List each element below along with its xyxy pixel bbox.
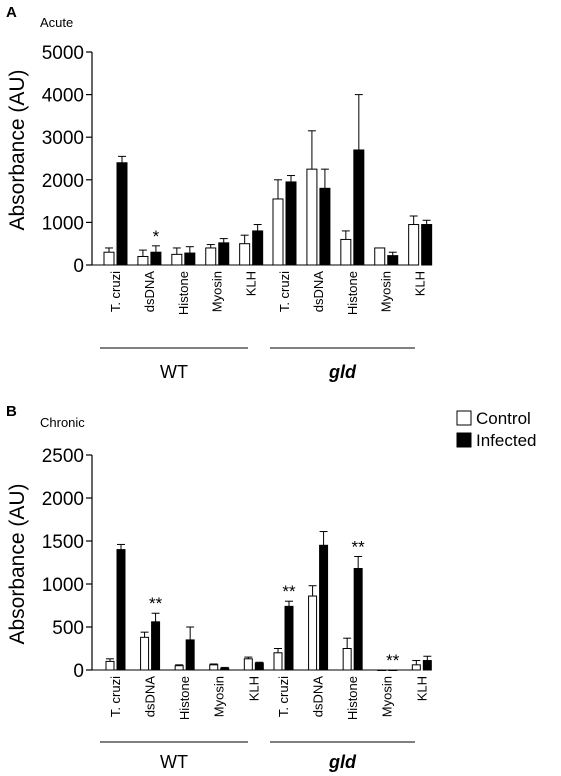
chronic-category-label: KLH: [414, 676, 429, 701]
chronic-category-label: dsDNA: [311, 676, 326, 718]
panel-a-letter: A: [6, 4, 17, 21]
chronic-bar-gld-control: [411, 664, 421, 671]
chronic-category-label: Histone: [177, 676, 192, 720]
chronic-bar-gld-infected: [388, 669, 398, 671]
acute-bar-gld-infected: [319, 187, 331, 266]
chronic-y-tick-label: 2500: [42, 446, 84, 467]
chronic-category-label: Histone: [345, 676, 360, 720]
chronic-bar-gld-control: [273, 652, 283, 671]
chronic-bar-WT-control: [174, 665, 184, 671]
panel-a-ylabel: Absorbance (AU): [6, 69, 29, 230]
acute-group-label: gld: [328, 362, 357, 382]
legend-control-label: Control: [476, 409, 531, 428]
acute-bar-WT-control: [171, 253, 183, 266]
chronic-significance-marker: **: [386, 651, 400, 670]
chronic-category-label: Myosin: [380, 676, 395, 717]
acute-bar-WT-infected: [218, 242, 230, 266]
chronic-significance-marker: **: [352, 537, 366, 556]
acute-bar-WT-control: [103, 251, 115, 266]
panel-b-ylabel: Absorbance (AU): [6, 483, 29, 644]
chronic-category-label: T. cruzi: [276, 676, 291, 717]
acute-category-label: dsDNA: [311, 271, 326, 313]
acute-bar-gld-control: [340, 238, 352, 266]
acute-bar-gld-control: [408, 224, 420, 266]
chronic-group-label: gld: [328, 752, 357, 772]
acute-category-label: KLH: [244, 271, 259, 296]
acute-category-label: T. cruzi: [108, 271, 123, 312]
acute-y-tick-label: 4000: [42, 86, 84, 107]
legend-infected-label: Infected: [476, 431, 537, 450]
panel-a-title: Acute: [40, 15, 73, 30]
chronic-bar-gld-control: [342, 648, 352, 671]
acute-bar-gld-control: [306, 168, 318, 266]
acute-category-label: Myosin: [210, 271, 225, 312]
chronic-bar-gld-infected: [422, 660, 432, 671]
chronic-bar-WT-control: [243, 658, 253, 671]
acute-bar-gld-control: [374, 247, 386, 266]
legend-control-swatch: [456, 410, 472, 426]
chronic-bar-WT-control: [209, 664, 219, 671]
acute-category-label: KLH: [413, 271, 428, 296]
chronic-bar-gld-infected: [353, 568, 363, 671]
acute-bar-WT-infected: [252, 230, 264, 266]
chronic-y-tick-label: 500: [52, 618, 84, 639]
acute-bar-WT-control: [205, 247, 217, 266]
chart-acute: 0 1000 2000 3000 4000 5000 T. cruzi dsDNA Histon…: [42, 43, 433, 382]
acute-bar-WT-infected: [116, 162, 128, 266]
chronic-y-tick-label: 2000: [42, 489, 84, 510]
chronic-bar-gld-control: [377, 669, 387, 671]
chronic-y-tick-label: 0: [73, 661, 84, 682]
acute-y-tick-label: 3000: [42, 128, 84, 149]
legend: Control Infected: [456, 409, 537, 450]
chronic-y-tick-label: 1500: [42, 532, 84, 553]
acute-category-label: Histone: [345, 271, 360, 315]
acute-y-tick-label: 5000: [42, 43, 84, 64]
acute-bar-gld-infected: [353, 149, 365, 266]
chronic-y-tick-label: 1000: [42, 575, 84, 596]
chronic-bar-WT-control: [105, 660, 115, 671]
acute-bar-WT-infected: [150, 251, 162, 266]
acute-y-tick-label: 1000: [42, 213, 84, 234]
acute-bar-WT-infected: [184, 252, 196, 266]
acute-bar-WT-control: [137, 255, 149, 266]
chronic-bar-gld-control: [308, 595, 318, 671]
acute-bar-gld-infected: [387, 255, 399, 266]
chronic-category-label: T. cruzi: [108, 676, 123, 717]
chronic-bar-WT-infected: [116, 549, 126, 671]
acute-bar-WT-control: [239, 243, 251, 266]
acute-significance-marker: *: [153, 227, 160, 246]
chronic-bar-WT-infected: [220, 667, 230, 671]
chronic-category-label: KLH: [246, 676, 261, 701]
acute-category-label: Histone: [176, 271, 191, 315]
chronic-bar-WT-infected: [151, 621, 161, 671]
acute-y-tick-label: 2000: [42, 171, 84, 192]
acute-bar-gld-infected: [421, 224, 433, 266]
acute-category-label: T. cruzi: [277, 271, 292, 312]
acute-bar-gld-control: [272, 198, 284, 266]
acute-category-label: Myosin: [379, 271, 394, 312]
chronic-category-label: dsDNA: [143, 676, 158, 718]
chronic-bar-gld-infected: [319, 544, 329, 671]
panel-b-letter: B: [6, 403, 17, 420]
chronic-group-label: WT: [160, 752, 188, 772]
acute-y-tick-label: 0: [73, 256, 84, 277]
chronic-bar-WT-infected: [254, 662, 264, 671]
chronic-bar-WT-infected: [185, 639, 195, 671]
panel-b-title: Chronic: [40, 415, 85, 430]
acute-group-label: WT: [160, 362, 188, 382]
chronic-significance-marker: **: [282, 582, 296, 601]
chronic-significance-marker: **: [149, 594, 163, 613]
chronic-bar-WT-control: [140, 636, 150, 671]
chart-chronic: 0 500 1000 1500 2000 2500 T. cruzi dsDNA Histone…: [42, 446, 432, 772]
chronic-bar-gld-infected: [284, 605, 294, 671]
acute-category-label: dsDNA: [142, 271, 157, 313]
chronic-category-label: Myosin: [212, 676, 227, 717]
legend-infected-swatch: [456, 432, 472, 448]
acute-bar-gld-infected: [285, 181, 297, 266]
